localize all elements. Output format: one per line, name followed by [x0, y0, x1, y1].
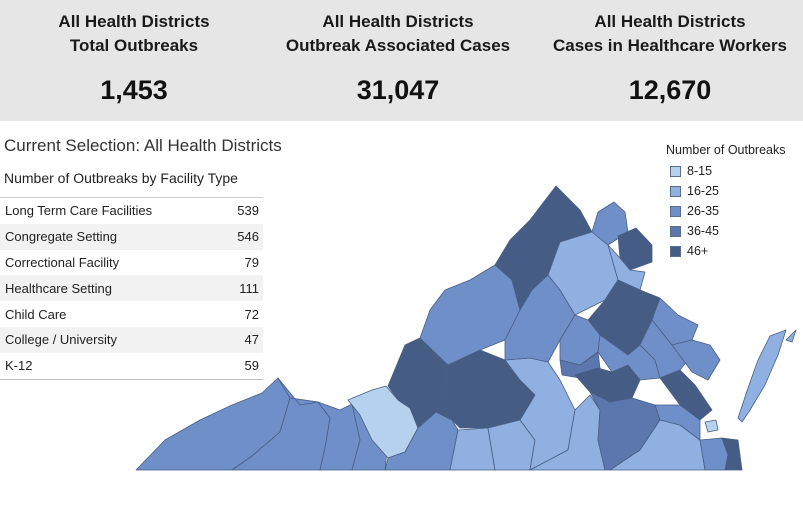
virginia-district-map[interactable] — [0, 121, 803, 506]
table-row[interactable]: Correctional Facility 79 — [0, 250, 263, 276]
district-region[interactable] — [704, 419, 719, 433]
kpi-outbreak-cases: All Health Districts Outbreak Associated… — [264, 10, 532, 106]
table-row[interactable]: College / University 47 — [0, 326, 263, 353]
kpi-label-line1: All Health Districts — [594, 12, 746, 31]
kpi-label-line2: Cases in Healthcare Workers — [552, 36, 788, 55]
legend-swatch — [670, 185, 681, 197]
legend-label: 36-45 — [687, 224, 719, 238]
row-value: 59 — [244, 358, 259, 374]
kpi-value: 12,670 — [628, 75, 712, 105]
legend-label: 26-35 — [687, 204, 719, 218]
row-label: Congregate Setting — [5, 229, 118, 245]
facility-table: Long Term Care Facilities 539 Congregate … — [0, 197, 263, 380]
kpi-label-line2: Outbreak Associated Cases — [285, 36, 511, 55]
row-value: 79 — [244, 254, 259, 270]
table-row[interactable]: Healthcare Setting 111 — [0, 275, 263, 302]
legend-swatch — [670, 225, 681, 237]
kpi-label-line1: All Health Districts — [58, 12, 210, 31]
district-region[interactable] — [737, 329, 787, 423]
outbreak-legend: Number of Outbreaks 8-15 16-25 26-35 36-… — [666, 143, 786, 261]
kpi-total-outbreaks: All Health Districts Total Outbreaks 1,4… — [0, 10, 268, 106]
row-value: 111 — [239, 280, 259, 296]
district-region[interactable] — [721, 437, 743, 471]
row-label: Correctional Facility — [5, 254, 120, 270]
facility-table-title: Number of Outbreaks by Facility Type — [4, 170, 238, 186]
row-label: K-12 — [5, 358, 33, 374]
kpi-band: All Health Districts Total Outbreaks 1,4… — [0, 0, 803, 121]
legend-item[interactable]: 36-45 — [666, 221, 786, 241]
kpi-label-line1: All Health Districts — [322, 12, 474, 31]
legend-item[interactable]: 16-25 — [666, 181, 786, 201]
table-row[interactable]: Long Term Care Facilities 539 — [0, 198, 263, 224]
district-region[interactable] — [785, 329, 797, 343]
district-region[interactable] — [449, 427, 496, 471]
table-row[interactable]: Child Care 72 — [0, 301, 263, 327]
row-value: 72 — [244, 306, 259, 322]
table-row[interactable]: Congregate Setting 546 — [0, 223, 263, 250]
legend-item[interactable]: 8-15 — [666, 161, 786, 181]
row-value: 539 — [237, 203, 259, 219]
kpi-healthcare-workers: All Health Districts Cases in Healthcare… — [536, 10, 803, 106]
kpi-value: 1,453 — [100, 75, 168, 105]
kpi-label-line2: Total Outbreaks — [69, 36, 199, 55]
legend-swatch — [670, 165, 681, 177]
kpi-value: 31,047 — [356, 75, 440, 105]
row-value: 47 — [244, 332, 259, 348]
legend-label: 8-15 — [687, 164, 713, 178]
legend-label: 16-25 — [687, 184, 719, 198]
district-region[interactable] — [671, 339, 721, 381]
row-label: Long Term Care Facilities — [5, 203, 153, 219]
row-value: 546 — [237, 229, 259, 245]
legend-item[interactable]: 46+ — [666, 241, 786, 261]
row-label: Child Care — [5, 306, 67, 322]
row-label: College / University — [5, 332, 117, 348]
legend-title: Number of Outbreaks — [666, 143, 786, 157]
row-label: Healthcare Setting — [5, 280, 112, 296]
legend-label: 46+ — [687, 244, 709, 258]
district-region[interactable] — [597, 334, 661, 381]
legend-item[interactable]: 26-35 — [666, 201, 786, 221]
legend-swatch — [670, 205, 681, 217]
table-row[interactable]: K-12 59 — [0, 353, 263, 379]
current-selection: Current Selection: All Health Districts — [4, 136, 282, 155]
legend-swatch — [670, 245, 681, 257]
